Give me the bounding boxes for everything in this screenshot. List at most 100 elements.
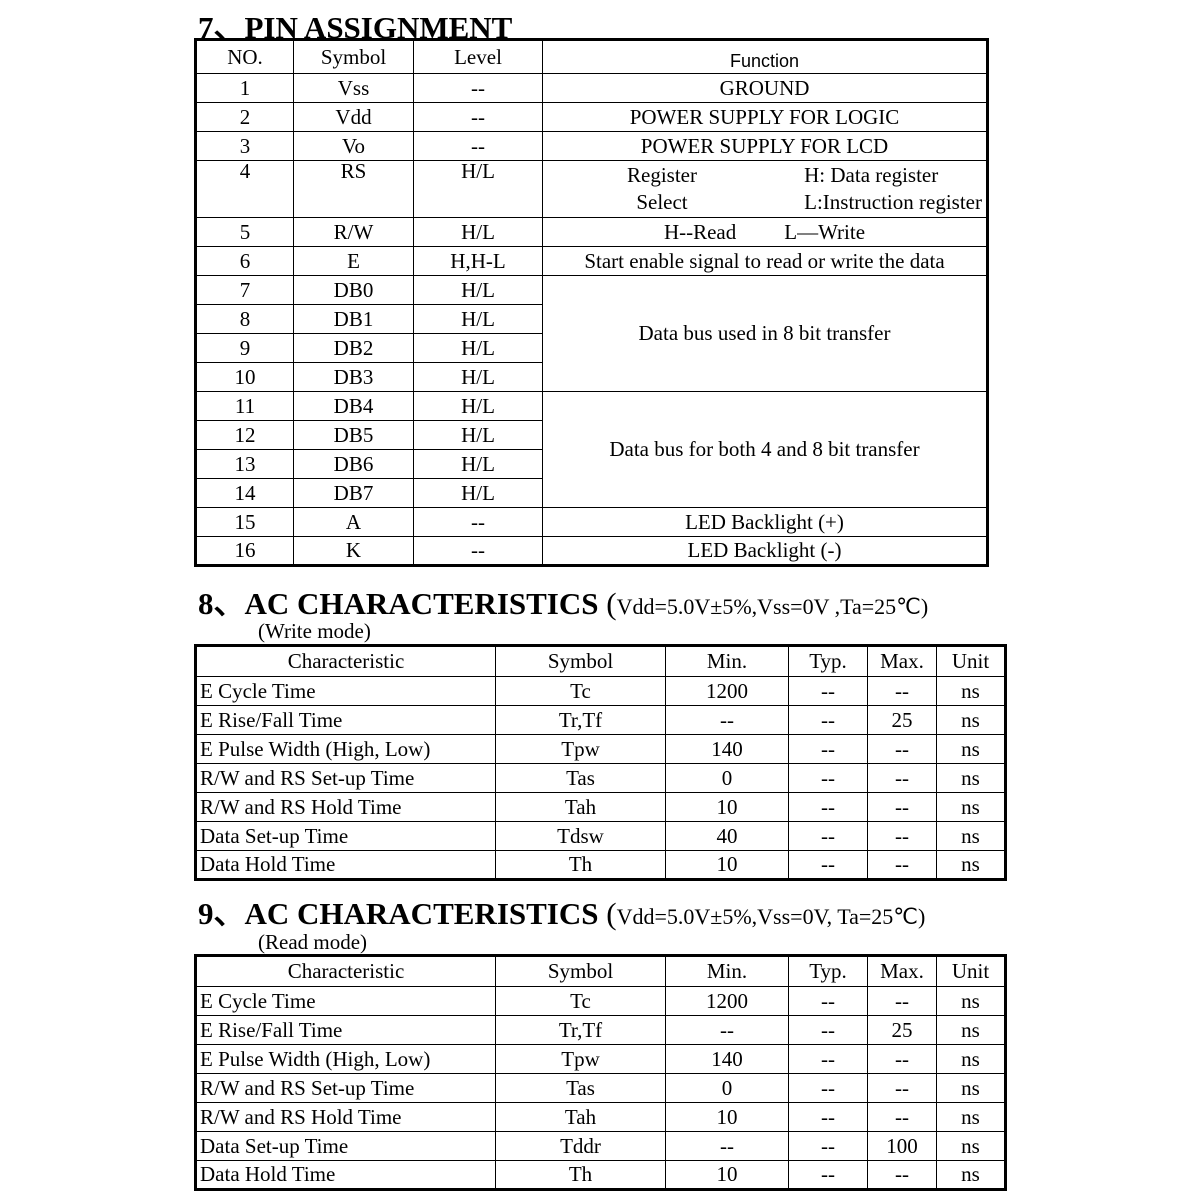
level-cell: -- <box>413 102 543 132</box>
function-cell: LED Backlight (-) <box>542 536 988 566</box>
characteristic-cell: Data Hold Time <box>195 1160 496 1190</box>
level-cell: H/L <box>413 160 543 218</box>
symbol-cell: A <box>293 507 414 537</box>
table-row: E Cycle Time Tc 1200 -- -- ns <box>195 986 1006 1016</box>
symbol-cell: DB7 <box>293 478 414 508</box>
function-cell: GROUND <box>542 73 988 103</box>
max-cell: 100 <box>867 1131 937 1161</box>
no-cell: 8 <box>195 304 294 334</box>
no-cell: 2 <box>195 102 294 132</box>
symbol-cell: DB2 <box>293 333 414 363</box>
typ-cell: -- <box>788 734 868 764</box>
table-row: 4 RS H/L Register Select H: Data register L:In… <box>195 160 988 218</box>
unit-cell: ns <box>936 1131 1006 1161</box>
symbol-cell: Tr,Tf <box>495 1015 666 1045</box>
header-cell: Unit <box>936 645 1006 677</box>
no-cell: 9 <box>195 333 294 363</box>
no-cell: 10 <box>195 362 294 392</box>
symbol-cell: Tpw <box>495 1044 666 1074</box>
section-title-ac-read: 9、AC CHARACTERISTICS (Vdd=5.0V±5%,Vss=0V… <box>198 896 926 931</box>
no-cell: 14 <box>195 478 294 508</box>
header-cell: Function <box>542 39 988 74</box>
characteristic-cell: R/W and RS Hold Time <box>195 792 496 822</box>
table-row: 9 DB2 H/L <box>195 333 988 363</box>
function-line: L:Instruction register <box>804 190 982 214</box>
unit-cell: ns <box>936 763 1006 793</box>
table-row: 5 R/W H/L H--Read L—Write <box>195 217 988 247</box>
min-cell: 10 <box>665 792 789 822</box>
symbol-cell: Tc <box>495 986 666 1016</box>
table-row: R/W and RS Hold Time Tah 10 -- -- ns <box>195 1102 1006 1132</box>
min-cell: -- <box>665 1015 789 1045</box>
header-row: Characteristic Symbol Min. Typ. Max. Unit <box>195 645 1006 677</box>
conditions: Vdd=5.0V±5%,Vss=0V ,Ta=25℃ <box>616 594 921 619</box>
unit-cell: ns <box>936 986 1006 1016</box>
characteristic-cell: E Pulse Width (High, Low) <box>195 1044 496 1074</box>
characteristic-cell: Data Set-up Time <box>195 1131 496 1161</box>
level-cell: H/L <box>413 362 543 392</box>
header-cell: Min. <box>665 645 789 677</box>
symbol-cell: RS <box>293 160 414 218</box>
no-cell: 15 <box>195 507 294 537</box>
typ-cell: -- <box>788 1044 868 1074</box>
symbol-cell: Vdd <box>293 102 414 132</box>
unit-cell: ns <box>936 705 1006 735</box>
table-row: 12 DB5 H/L <box>195 420 988 450</box>
table-row: 8 DB1 H/L <box>195 304 988 334</box>
symbol-cell: Tas <box>495 1073 666 1103</box>
no-cell: 1 <box>195 73 294 103</box>
symbol-cell: DB6 <box>293 449 414 479</box>
unit-cell: ns <box>936 1102 1006 1132</box>
symbol-cell: Th <box>495 850 666 880</box>
min-cell: 10 <box>665 850 789 880</box>
table-row: R/W and RS Set-up Time Tas 0 -- -- ns <box>195 1073 1006 1103</box>
symbol-cell: Tddr <box>495 1131 666 1161</box>
typ-cell: -- <box>788 705 868 735</box>
no-cell: 5 <box>195 217 294 247</box>
table-row: 15 A -- LED Backlight (+) <box>195 507 988 537</box>
function-part: H--Read <box>663 219 737 244</box>
table-row: 1 Vss -- GROUND <box>195 73 988 103</box>
symbol-cell: DB1 <box>293 304 414 334</box>
level-cell: -- <box>413 73 543 103</box>
min-cell: 10 <box>665 1160 789 1190</box>
characteristic-cell: E Pulse Width (High, Low) <box>195 734 496 764</box>
header-cell: Min. <box>665 955 789 987</box>
level-cell: H/L <box>413 449 543 479</box>
symbol-cell: Vo <box>293 131 414 161</box>
symbol-cell: DB4 <box>293 391 414 421</box>
min-cell: 1200 <box>665 986 789 1016</box>
min-cell: 40 <box>665 821 789 851</box>
function-cell: Data bus for both 4 and 8 bit transfer <box>542 391 988 508</box>
max-cell: -- <box>867 986 937 1016</box>
function-cell: Start enable signal to read or write the… <box>542 246 988 276</box>
ac-read-table: Characteristic Symbol Min. Typ. Max. Unit E Cy… <box>194 954 1007 1191</box>
characteristic-cell: R/W and RS Set-up Time <box>195 1073 496 1103</box>
typ-cell: -- <box>788 1131 868 1161</box>
function-line: Register <box>627 163 697 187</box>
section-title-ac-write: 8、AC CHARACTERISTICS (Vdd=5.0V±5%,Vss=0V… <box>198 586 929 621</box>
table-row: E Pulse Width (High, Low) Tpw 140 -- -- ns <box>195 1044 1006 1074</box>
level-cell: -- <box>413 536 543 566</box>
characteristic-cell: Data Set-up Time <box>195 821 496 851</box>
symbol-cell: Tas <box>495 763 666 793</box>
table-row: E Rise/Fall Time Tr,Tf -- -- 25 ns <box>195 705 1006 735</box>
typ-cell: -- <box>788 1015 868 1045</box>
header-cell: Characteristic <box>195 955 496 987</box>
function-cell: LED Backlight (+) <box>542 507 988 537</box>
header-cell: Symbol <box>293 39 414 74</box>
no-cell: 6 <box>195 246 294 276</box>
unit-cell: ns <box>936 792 1006 822</box>
unit-cell: ns <box>936 1073 1006 1103</box>
symbol-cell: Tr,Tf <box>495 705 666 735</box>
pin-assignment-table: NO. Symbol Level Function 1 Vss -- GROUND 2 Vdd --… <box>194 38 989 567</box>
max-cell: -- <box>867 821 937 851</box>
table-row: R/W and RS Hold Time Tah 10 -- -- ns <box>195 792 1006 822</box>
characteristic-cell: R/W and RS Set-up Time <box>195 763 496 793</box>
max-cell: -- <box>867 676 937 706</box>
no-cell: 12 <box>195 420 294 450</box>
characteristic-cell: E Rise/Fall Time <box>195 1015 496 1045</box>
table-row: E Rise/Fall Time Tr,Tf -- -- 25 ns <box>195 1015 1006 1045</box>
min-cell: 10 <box>665 1102 789 1132</box>
header-cell: Typ. <box>788 955 868 987</box>
